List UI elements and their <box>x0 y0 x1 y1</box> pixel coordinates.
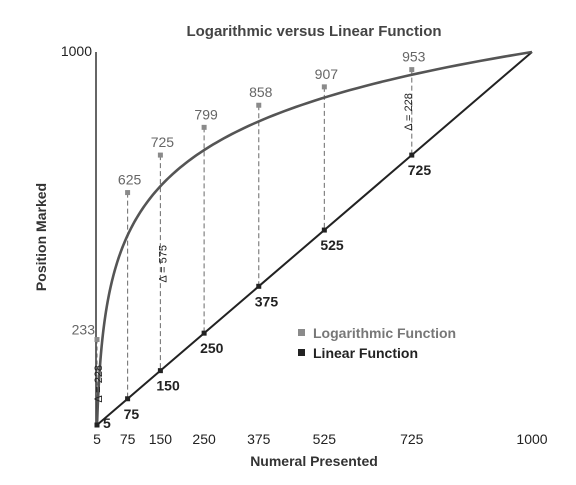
log-point-label: 725 <box>151 134 175 150</box>
log-point-marker <box>201 124 207 130</box>
log-point-marker <box>157 152 163 158</box>
legend-swatch <box>298 329 305 336</box>
x-tick-label: 250 <box>192 431 216 447</box>
log-point-marker <box>94 337 100 343</box>
x-tick-label: 525 <box>313 431 337 447</box>
x-tick-label: 5 <box>93 431 101 447</box>
linear-function-line <box>96 51 533 426</box>
linear-point-marker <box>94 422 100 428</box>
linear-point-marker <box>409 152 415 158</box>
linear-point-marker <box>201 330 207 336</box>
log-point-label: 625 <box>118 172 142 188</box>
log-point-label: 799 <box>194 106 218 122</box>
linear-point-label: 525 <box>320 237 344 253</box>
log-point-label: 233 <box>72 322 96 338</box>
log-point-marker <box>256 102 262 108</box>
log-point-marker <box>409 67 415 73</box>
y-tick-label: 1000 <box>61 43 92 59</box>
log-point-marker <box>321 84 327 90</box>
legend-label: Linear Function <box>313 345 418 361</box>
x-axis-title: Numeral Presented <box>250 453 378 469</box>
x-tick-label: 75 <box>120 431 136 447</box>
linear-point-label: 725 <box>408 162 432 178</box>
linear-point-label: 150 <box>156 378 180 394</box>
x-tick-label: 375 <box>247 431 271 447</box>
x-tick-label: 150 <box>149 431 173 447</box>
chart-title: Logarithmic versus Linear Function <box>186 23 441 40</box>
delta-annotation: Δ = 228 <box>403 93 415 131</box>
log-point-marker <box>125 190 131 196</box>
linear-point-label: 250 <box>200 340 224 356</box>
log-point-label: 953 <box>402 49 426 65</box>
linear-point-marker <box>157 368 163 374</box>
linear-point-label: 375 <box>255 293 279 309</box>
legend-swatch <box>298 349 305 356</box>
log-point-label: 858 <box>249 84 273 100</box>
linear-point-marker <box>256 283 262 289</box>
linear-point-marker <box>321 227 327 233</box>
logarithmic-function-curve <box>95 50 533 427</box>
log-point-label: 907 <box>315 66 339 82</box>
linear-point-label: 5 <box>103 415 111 431</box>
linear-point-marker <box>125 396 131 402</box>
legend-label: Logarithmic Function <box>313 325 456 341</box>
x-tick-label: 725 <box>400 431 424 447</box>
linear-point-label: 75 <box>124 406 140 422</box>
y-axis-title: Position Marked <box>33 183 49 291</box>
x-tick-label: 1000 <box>516 431 547 447</box>
chart-plot-area: 233 625 725 799 858 907 953 5 75 150 250 375 525 725 5… <box>61 43 548 447</box>
delta-annotation: Δ = 228 <box>93 365 105 403</box>
delta-annotation: Δ = 575 <box>157 245 169 283</box>
